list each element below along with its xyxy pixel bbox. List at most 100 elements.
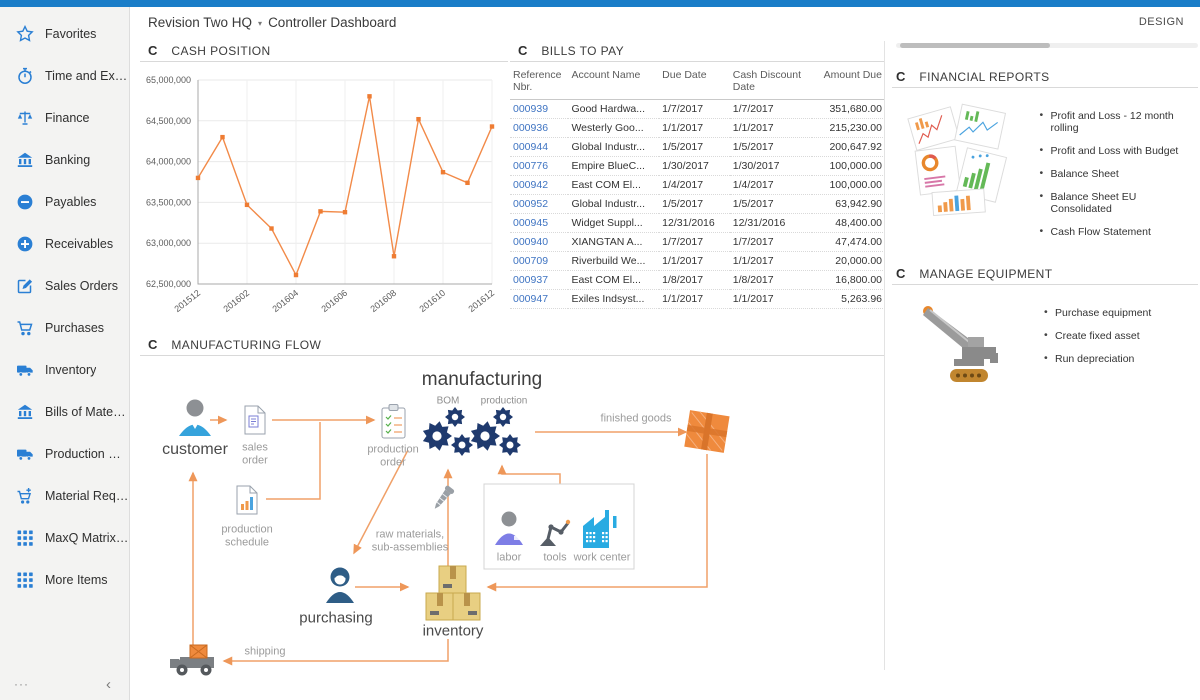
gears-bom bbox=[422, 407, 473, 456]
sidebar-footer: ··· ‹ bbox=[0, 672, 123, 696]
reference-link[interactable]: 000940 bbox=[510, 232, 569, 252]
label-labor: labor bbox=[496, 551, 522, 564]
reference-link[interactable]: 000945 bbox=[510, 213, 569, 233]
account-cell: East COM El... bbox=[568, 175, 660, 195]
sidebar-item-favorites[interactable]: Favorites bbox=[0, 13, 129, 55]
screw-icon bbox=[434, 485, 455, 509]
design-button[interactable]: DESIGN bbox=[1138, 16, 1184, 28]
col-reference-nbr[interactable]: Reference Nbr. bbox=[510, 64, 569, 100]
discount-date-cell: 1/5/2017 bbox=[729, 194, 813, 214]
discount-date-cell: 1/8/2017 bbox=[729, 270, 813, 290]
cart-plus-icon bbox=[16, 487, 34, 505]
scrollbar-thumb[interactable] bbox=[900, 43, 1050, 48]
sidebar-item-payables[interactable]: Payables bbox=[0, 181, 129, 223]
label-work-center: work center bbox=[573, 551, 631, 564]
horizontal-scrollbar bbox=[896, 43, 1198, 48]
discount-date-cell: 1/30/2017 bbox=[729, 156, 813, 176]
refresh-icon[interactable]: C bbox=[896, 266, 906, 281]
table-row: 000947 Exiles Indsyst... 1/1/2017 1/1/20… bbox=[510, 289, 885, 309]
financial-report-links: Profit and Loss - 12 month rolling Profit… bbox=[1040, 109, 1198, 249]
equipment-link[interactable]: Create fixed asset bbox=[1044, 329, 1151, 342]
report-link[interactable]: Profit and Loss - 12 month rolling bbox=[1040, 109, 1198, 134]
bills-to-pay-widget: C BILLS TO PAY Reference Nbr. Account Na… bbox=[510, 40, 885, 309]
reference-link[interactable]: 000952 bbox=[510, 194, 569, 214]
account-cell: XIANGTAN A... bbox=[568, 232, 660, 252]
page-header: Revision Two HQ ▾ Controller Dashboard D… bbox=[130, 7, 1200, 37]
discount-date-cell: 1/1/2017 bbox=[729, 251, 813, 271]
sidebar-item-inventory[interactable]: Inventory bbox=[0, 349, 129, 391]
plus-circle-icon bbox=[16, 235, 34, 253]
reference-link[interactable]: 000709 bbox=[510, 251, 569, 271]
sidebar-item-material-requirem[interactable]: Material Requirem... bbox=[0, 475, 129, 517]
label-inventory: inventory bbox=[422, 622, 484, 640]
table-row: 000939 Good Hardwa... 1/7/2017 1/7/2017 … bbox=[510, 99, 885, 119]
table-row: 000936 Westerly Goo... 1/1/2017 1/1/2017… bbox=[510, 118, 885, 138]
sidebar-item-more-items[interactable]: More Items bbox=[0, 559, 129, 601]
discount-date-cell: 1/1/2017 bbox=[729, 118, 813, 138]
svg-text:201610: 201610 bbox=[417, 288, 447, 314]
equipment-link[interactable]: Purchase equipment bbox=[1044, 306, 1151, 319]
collapse-sidebar-icon[interactable]: ‹ bbox=[106, 675, 111, 693]
branch-selector[interactable]: Revision Two HQ bbox=[148, 14, 253, 30]
truck-icon bbox=[16, 361, 34, 379]
widget-title: FINANCIAL REPORTS bbox=[919, 69, 1050, 84]
top-accent-bar bbox=[0, 0, 1200, 7]
widget-title: CASH POSITION bbox=[171, 43, 271, 58]
reference-link[interactable]: 000942 bbox=[510, 175, 569, 195]
page-title: Controller Dashboard bbox=[268, 14, 397, 30]
reference-link[interactable]: 000776 bbox=[510, 156, 569, 176]
reference-link[interactable]: 000947 bbox=[510, 289, 569, 309]
due-date-cell: 1/8/2017 bbox=[659, 270, 730, 290]
col-cash-discount-date[interactable]: Cash Discount Date bbox=[729, 64, 813, 100]
report-link[interactable]: Cash Flow Statement bbox=[1040, 225, 1198, 238]
scales-icon bbox=[16, 109, 34, 127]
flow-arrows bbox=[188, 415, 708, 666]
sidebar-item-finance[interactable]: Finance bbox=[0, 97, 129, 139]
sidebar-item-sales-orders[interactable]: Sales Orders bbox=[0, 265, 129, 307]
sidebar-item-receivables[interactable]: Receivables bbox=[0, 223, 129, 265]
minus-circle-icon bbox=[16, 193, 34, 211]
customer-node bbox=[179, 399, 211, 436]
svg-text:201606: 201606 bbox=[319, 288, 349, 314]
col-account-name[interactable]: Account Name bbox=[568, 64, 660, 100]
equipment-link[interactable]: Run depreciation bbox=[1044, 352, 1151, 365]
reference-link[interactable]: 000944 bbox=[510, 137, 569, 157]
report-link[interactable]: Profit and Loss with Budget bbox=[1040, 144, 1198, 157]
col-due-date[interactable]: Due Date bbox=[659, 64, 730, 100]
amount-cell: 63,942.90 bbox=[812, 194, 885, 214]
chevron-down-icon[interactable]: ▾ bbox=[258, 18, 263, 28]
refresh-icon[interactable]: C bbox=[148, 337, 158, 352]
bank-icon bbox=[16, 403, 34, 421]
more-options-icon[interactable]: ··· bbox=[14, 677, 29, 691]
report-link[interactable]: Balance Sheet bbox=[1040, 167, 1198, 180]
sidebar-item-time-and-expenses[interactable]: Time and Expenses bbox=[0, 55, 129, 97]
label-finished-goods: finished goods bbox=[600, 412, 672, 425]
sidebar-item-maxq-matrix-invent[interactable]: MaxQ Matrix Invent... bbox=[0, 517, 129, 559]
account-cell: East COM El... bbox=[568, 270, 660, 290]
inventory-node bbox=[425, 565, 481, 621]
label-shipping: shipping bbox=[244, 645, 286, 658]
right-panel: C FINANCIAL REPORTS bbox=[892, 37, 1198, 389]
sidebar-item-purchases[interactable]: Purchases bbox=[0, 307, 129, 349]
refresh-icon[interactable]: C bbox=[518, 43, 528, 58]
report-link[interactable]: Balance Sheet EU Consolidated bbox=[1040, 190, 1198, 215]
label-purchasing: purchasing bbox=[299, 609, 373, 627]
finished-goods-node bbox=[684, 410, 730, 453]
sidebar-item-production-orders[interactable]: Production Orders bbox=[0, 433, 129, 475]
col-amount-due[interactable]: Amount Due bbox=[812, 64, 885, 100]
account-cell: Westerly Goo... bbox=[568, 118, 660, 138]
amount-cell: 5,263.96 bbox=[812, 289, 885, 309]
reference-link[interactable]: 000936 bbox=[510, 118, 569, 138]
account-cell: Exiles Indsyst... bbox=[568, 289, 660, 309]
refresh-icon[interactable]: C bbox=[896, 69, 906, 84]
account-cell: Good Hardwa... bbox=[568, 99, 660, 119]
edit-square-icon bbox=[16, 277, 34, 295]
sidebar-item-banking[interactable]: Banking bbox=[0, 139, 129, 181]
due-date-cell: 1/1/2017 bbox=[659, 251, 730, 271]
reference-link[interactable]: 000939 bbox=[510, 99, 569, 119]
amount-cell: 16,800.00 bbox=[812, 270, 885, 290]
tools-node bbox=[540, 519, 571, 546]
refresh-icon[interactable]: C bbox=[148, 43, 158, 58]
sidebar-item-bills-of-material[interactable]: Bills of Material bbox=[0, 391, 129, 433]
reference-link[interactable]: 000937 bbox=[510, 270, 569, 290]
